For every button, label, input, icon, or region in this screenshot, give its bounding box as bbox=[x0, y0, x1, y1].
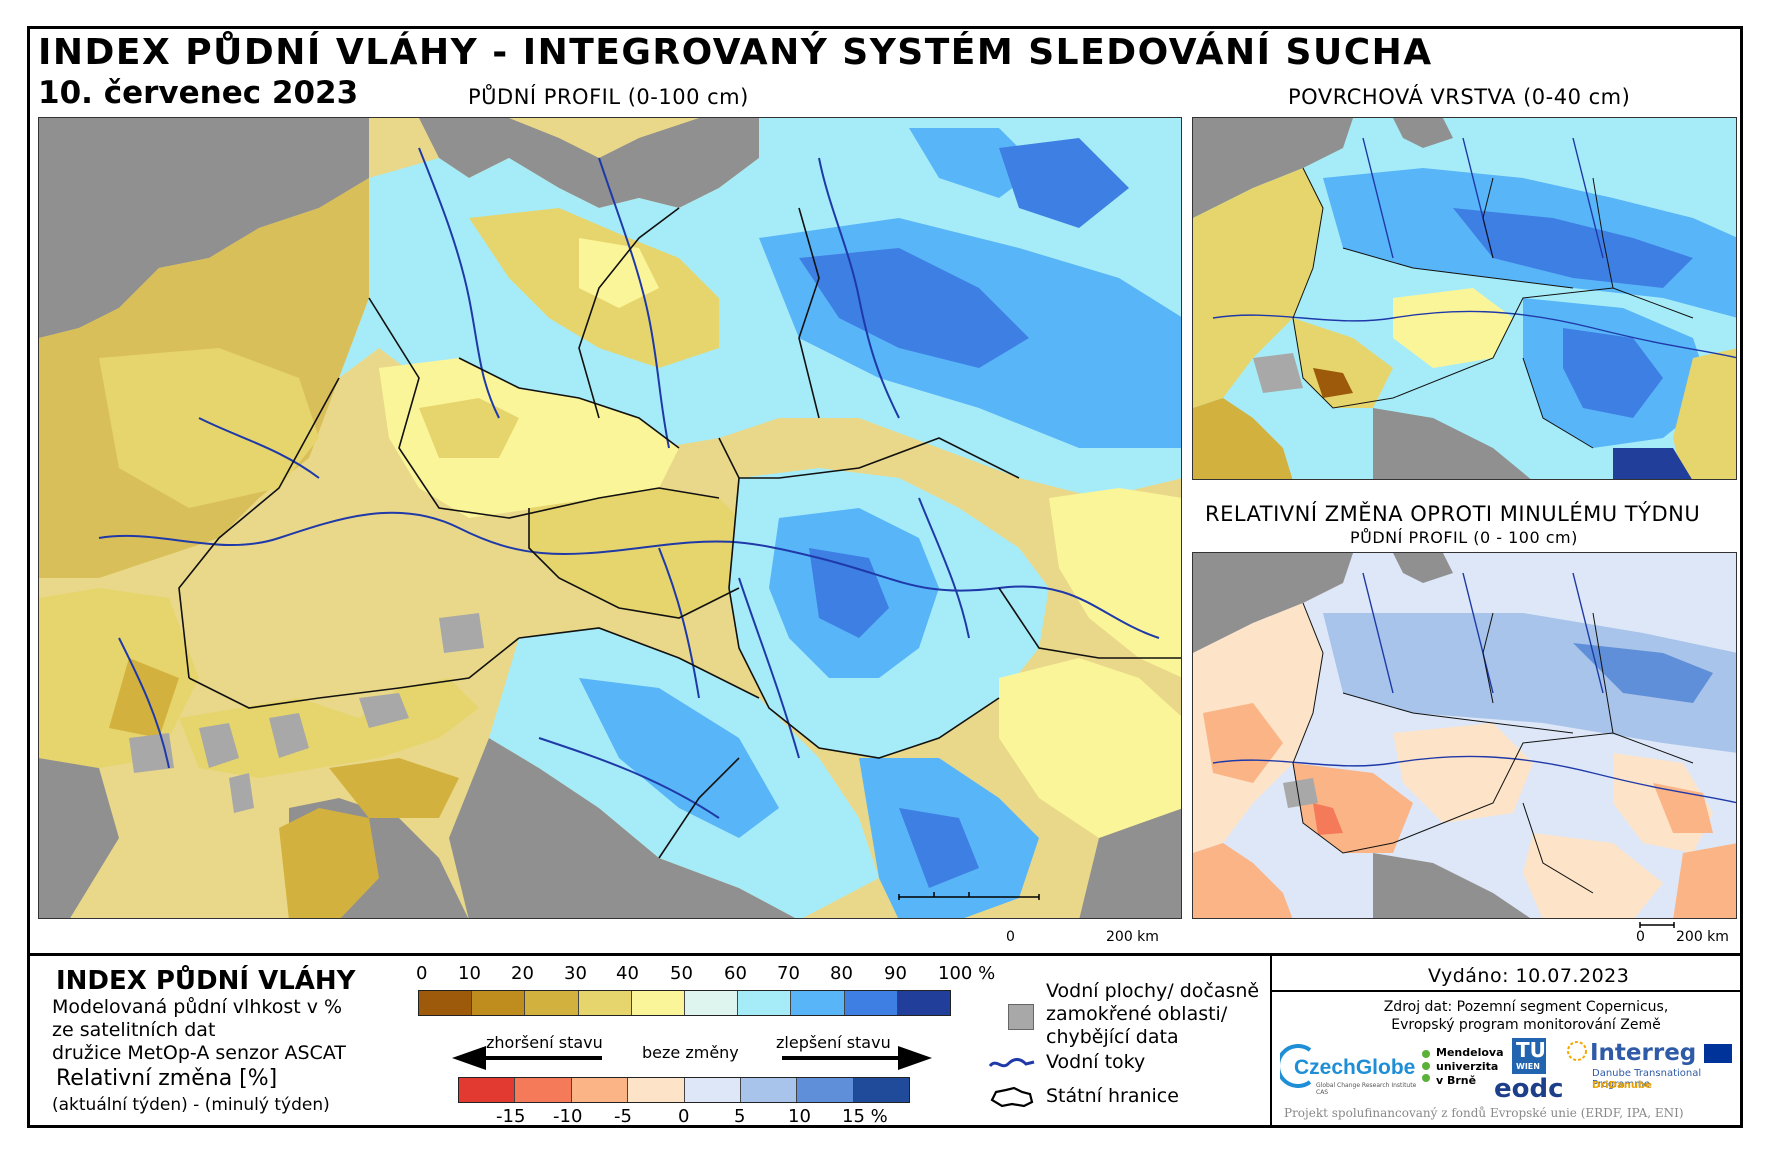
main-soil-moisture-map[interactable] bbox=[38, 117, 1182, 919]
change-swatch-4 bbox=[684, 1078, 741, 1102]
change-colorbar bbox=[458, 1077, 910, 1103]
legend-info-divider bbox=[1270, 956, 1272, 1128]
small-scale-label: 200 km bbox=[1676, 929, 1729, 945]
change-arrows bbox=[452, 1046, 932, 1070]
change-map-label: RELATIVNÍ ZMĚNA OPROTI MINULÉMU TÝDNU bbox=[1205, 502, 1701, 526]
water-areas-line-1: Vodní plochy/ dočasně bbox=[1046, 980, 1260, 1002]
issued-divider bbox=[1272, 990, 1743, 992]
index-ticks: 0 10 20 30 40 50 60 70 80 90 100 % bbox=[416, 963, 996, 984]
page-title: INDEX PŮDNÍ VLÁHY - INTEGROVANÝ SYSTÉM S… bbox=[38, 32, 1433, 73]
index-swatch-6 bbox=[738, 991, 792, 1015]
rivers-label: Vodní toky bbox=[1046, 1051, 1146, 1073]
surface-layer-map[interactable] bbox=[1192, 117, 1737, 480]
interreg-logo: Interreg Danube Transnational Programme … bbox=[1566, 1040, 1736, 1096]
change-swatch-6 bbox=[797, 1078, 854, 1102]
change-map-sublabel: PŮDNÍ PROFIL (0 - 100 cm) bbox=[1350, 528, 1578, 547]
water-areas-line-3: chybějící data bbox=[1046, 1026, 1179, 1048]
legend-title: INDEX PŮDNÍ VLÁHY bbox=[56, 966, 356, 996]
change-swatch-3 bbox=[628, 1078, 685, 1102]
issue-date-heading: 10. červenec 2023 bbox=[38, 75, 359, 111]
small-scale-zero: 0 bbox=[1636, 929, 1645, 945]
funding-note: Projekt spolufinancovaný z fondů Evropsk… bbox=[1284, 1106, 1684, 1120]
nochange-label: beze změny bbox=[642, 1043, 739, 1062]
index-swatch-7 bbox=[791, 991, 845, 1015]
surface-map-label: POVRCHOVÁ VRSTVA (0-40 cm) bbox=[1288, 85, 1631, 109]
change-swatch-2 bbox=[571, 1078, 629, 1102]
legend-top-divider bbox=[27, 953, 1743, 956]
change-desc: (aktuální týden) - (minulý týden) bbox=[52, 1095, 330, 1115]
main-scale-label: 200 km bbox=[1106, 929, 1159, 945]
index-swatch-9 bbox=[897, 991, 951, 1015]
source-line-2: Evropský program monitorování Země bbox=[1391, 1017, 1661, 1033]
missing-data-swatch bbox=[1008, 1004, 1034, 1030]
legend-desc-2: ze satelitních dat bbox=[52, 1019, 216, 1041]
water-areas-line-2: zamokřené oblasti/ bbox=[1046, 1003, 1228, 1025]
tu-wien-logo: TU WIEN bbox=[1512, 1038, 1546, 1074]
legend-desc-3: družice MetOp-A senzor ASCAT bbox=[52, 1042, 346, 1064]
eodc-logo: eodc bbox=[1494, 1074, 1564, 1104]
borders-label: Státní hranice bbox=[1046, 1085, 1179, 1107]
index-swatch-2 bbox=[525, 991, 579, 1015]
mendel-university-logo: Mendelova univerzita v Brně bbox=[1422, 1044, 1510, 1096]
change-swatch-0 bbox=[459, 1078, 516, 1102]
czechglobe-logo: CzechGlobe Global Change Research Instit… bbox=[1280, 1044, 1420, 1096]
change-title: Relativní změna [%] bbox=[56, 1066, 278, 1091]
change-swatch-1 bbox=[515, 1078, 572, 1102]
small-scale-bar bbox=[1639, 922, 1675, 928]
change-swatch-5 bbox=[740, 1078, 798, 1102]
index-colorbar bbox=[418, 990, 951, 1016]
legend-desc-1: Modelovaná půdní vlhkost v % bbox=[52, 996, 343, 1018]
index-swatch-4 bbox=[631, 991, 686, 1015]
index-swatch-3 bbox=[578, 991, 632, 1015]
index-swatch-1 bbox=[472, 991, 526, 1015]
main-map-label: PŮDNÍ PROFIL (0-100 cm) bbox=[468, 85, 749, 109]
main-scale-zero: 0 bbox=[1006, 929, 1015, 945]
source-line-1: Zdroj dat: Pozemní segment Copernicus, bbox=[1383, 999, 1669, 1015]
worse-label: zhoršení stavu bbox=[486, 1033, 603, 1052]
better-label: zlepšení stavu bbox=[776, 1033, 891, 1052]
index-swatch-5 bbox=[685, 991, 739, 1015]
index-swatch-8 bbox=[844, 991, 898, 1015]
weekly-change-map[interactable] bbox=[1192, 552, 1737, 919]
issued-date: Vydáno: 10.07.2023 bbox=[1428, 965, 1630, 987]
river-symbol-icon bbox=[988, 1058, 1035, 1068]
index-swatch-0 bbox=[419, 991, 473, 1015]
change-swatch-7 bbox=[853, 1078, 909, 1102]
border-symbol-icon bbox=[990, 1086, 1034, 1108]
change-ticks: -15 -10 -5 0 5 10 15 % bbox=[496, 1106, 888, 1127]
